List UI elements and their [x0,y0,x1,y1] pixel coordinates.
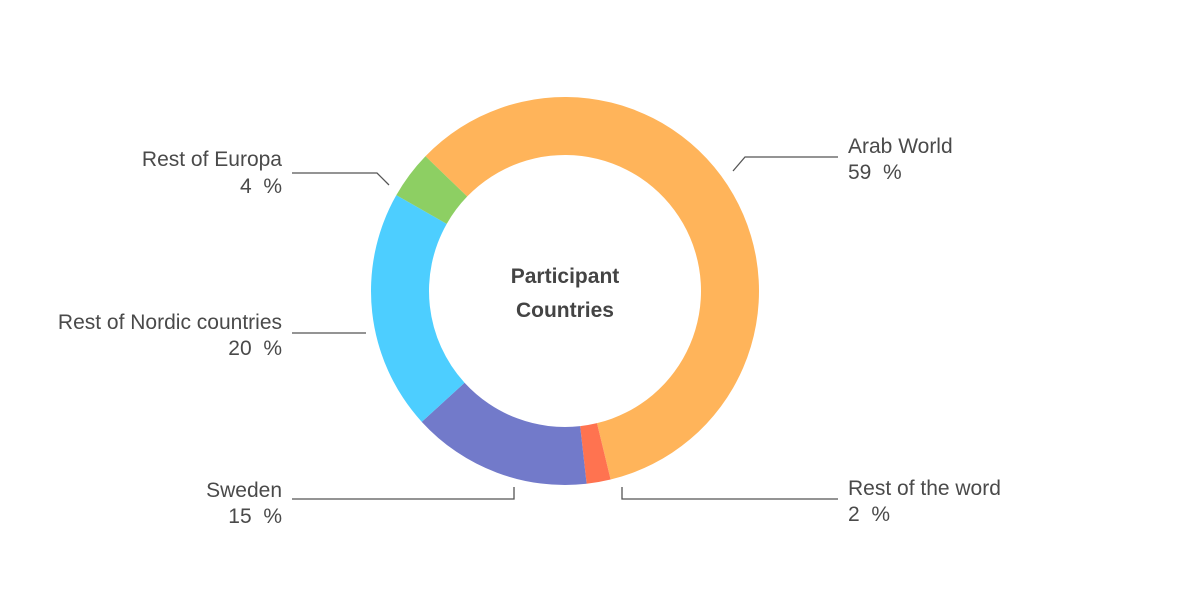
slice-sweden [421,382,587,485]
slice-label-rest-of-the-word: Rest of the word [848,477,1001,500]
slice-rest-of-europa [396,156,468,224]
slice-value-sweden: 15 % [228,505,282,528]
slice-label-rest-of-nordic-countries: Rest of Nordic countries [58,311,282,334]
slice-value-rest-of-europa: 4 % [240,175,282,198]
slice-value-rest-of-nordic-countries: 20 % [228,337,282,360]
leader-line-rest-of-the-word [621,487,838,500]
leader-lines-group [292,156,838,500]
slice-value-arab-world: 59 % [848,161,902,184]
slice-label-arab-world: Arab World [848,135,953,158]
chart-title-line-1: Participant [511,265,620,288]
slices-group [371,96,760,485]
slice-arab-world [425,96,760,480]
slice-rest-of-nordic-countries [371,195,465,422]
labels-group: Arab World 59 % Rest of the word 2 % Sweden 1… [58,135,1001,528]
slice-label-rest-of-europa: Rest of Europa [142,148,282,171]
chart-title-line-2: Countries [516,299,614,322]
leader-line-sweden [292,487,515,500]
slice-rest-of-the-word [580,423,611,484]
slice-value-rest-of-the-word: 2 % [848,503,890,526]
leader-line-rest-of-europa [292,172,390,186]
slice-label-sweden: Sweden [206,479,282,502]
leader-line-arab-world [732,156,838,172]
